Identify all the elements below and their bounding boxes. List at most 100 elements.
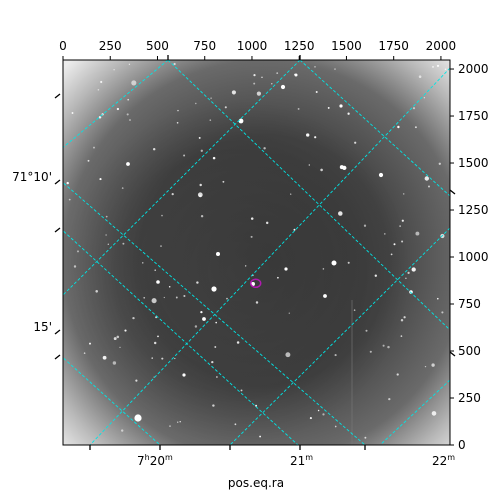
- star: [173, 62, 176, 66]
- bright-star: [378, 172, 384, 178]
- star: [71, 112, 74, 114]
- star: [431, 363, 435, 367]
- star: [405, 277, 407, 280]
- star: [157, 335, 159, 338]
- grid-line: [229, 227, 450, 445]
- bright-star: [280, 84, 286, 90]
- star: [66, 181, 69, 185]
- star: [250, 235, 253, 238]
- star: [222, 180, 225, 183]
- grid-line: [63, 357, 161, 445]
- x-tick-label: 1500: [331, 39, 362, 53]
- star: [384, 233, 386, 235]
- star: [211, 360, 214, 364]
- target-marker: [249, 278, 262, 289]
- star: [116, 335, 120, 339]
- star: [195, 102, 197, 105]
- star: [253, 82, 256, 85]
- star: [121, 187, 124, 189]
- star: [135, 379, 138, 382]
- star: [179, 421, 181, 423]
- star: [122, 242, 125, 245]
- star: [240, 389, 243, 392]
- grid-line: [63, 230, 299, 445]
- edge-tick: [54, 227, 61, 233]
- star: [393, 243, 396, 246]
- sky-image: [63, 60, 450, 445]
- ra-label-22m: 22m: [432, 453, 455, 468]
- bright-star: [251, 282, 255, 286]
- star: [411, 267, 416, 272]
- star: [255, 404, 258, 407]
- bright-star: [211, 286, 217, 292]
- star: [200, 310, 203, 314]
- star: [403, 316, 406, 319]
- star: [113, 69, 115, 71]
- star: [112, 361, 117, 365]
- star: [200, 149, 203, 152]
- star: [334, 354, 337, 357]
- star: [142, 262, 144, 264]
- grid-line: [89, 67, 450, 445]
- edge-tick: [54, 179, 61, 185]
- star: [390, 253, 393, 256]
- star: [236, 341, 240, 344]
- star: [212, 404, 215, 407]
- coordinate-grid: [63, 60, 450, 445]
- star: [154, 269, 156, 271]
- y-tick-label: 500: [458, 344, 481, 358]
- star: [216, 376, 218, 378]
- star: [176, 121, 179, 124]
- star: [89, 342, 91, 345]
- star: [265, 221, 269, 225]
- star: [253, 74, 256, 77]
- bright-star: [216, 252, 220, 256]
- star: [256, 91, 262, 96]
- star: [255, 301, 259, 304]
- star: [263, 147, 266, 150]
- star: [234, 423, 237, 426]
- star: [414, 126, 417, 129]
- bright-star: [156, 280, 160, 284]
- star: [308, 164, 310, 166]
- grid-line: [379, 379, 450, 445]
- star: [212, 156, 216, 160]
- star: [339, 165, 344, 170]
- y-tick-label: 750: [458, 297, 481, 311]
- y-tick-label: 1250: [458, 203, 489, 217]
- star: [334, 425, 337, 428]
- star: [177, 421, 179, 423]
- grid-line: [299, 60, 450, 197]
- star: [364, 436, 367, 439]
- star: [334, 68, 336, 70]
- star: [174, 357, 176, 360]
- star: [314, 136, 317, 139]
- star: [196, 281, 199, 284]
- star: [397, 125, 400, 129]
- star: [317, 409, 320, 412]
- y-axis-right: 0 250 500 750 1000 1250 1500 1750 2000: [450, 62, 489, 452]
- ra-label-21m: 21m: [290, 453, 313, 468]
- star: [143, 296, 146, 299]
- star: [113, 337, 117, 341]
- star: [105, 215, 108, 218]
- star: [388, 397, 391, 401]
- star: [396, 373, 399, 376]
- star: [128, 63, 131, 65]
- x-tick-label: 2000: [426, 39, 457, 53]
- star: [412, 107, 416, 110]
- grid-line: [167, 60, 450, 331]
- star: [102, 355, 107, 360]
- star: [354, 141, 357, 144]
- star: [297, 107, 300, 110]
- star: [116, 107, 120, 111]
- bright-star: [294, 73, 298, 77]
- star-field: [66, 62, 447, 439]
- plot-frame: [62, 59, 451, 446]
- bright-star: [182, 373, 186, 377]
- bright-star: [126, 162, 130, 166]
- star: [320, 168, 323, 172]
- grid-line: [63, 60, 169, 149]
- star: [98, 116, 102, 119]
- star: [129, 119, 131, 121]
